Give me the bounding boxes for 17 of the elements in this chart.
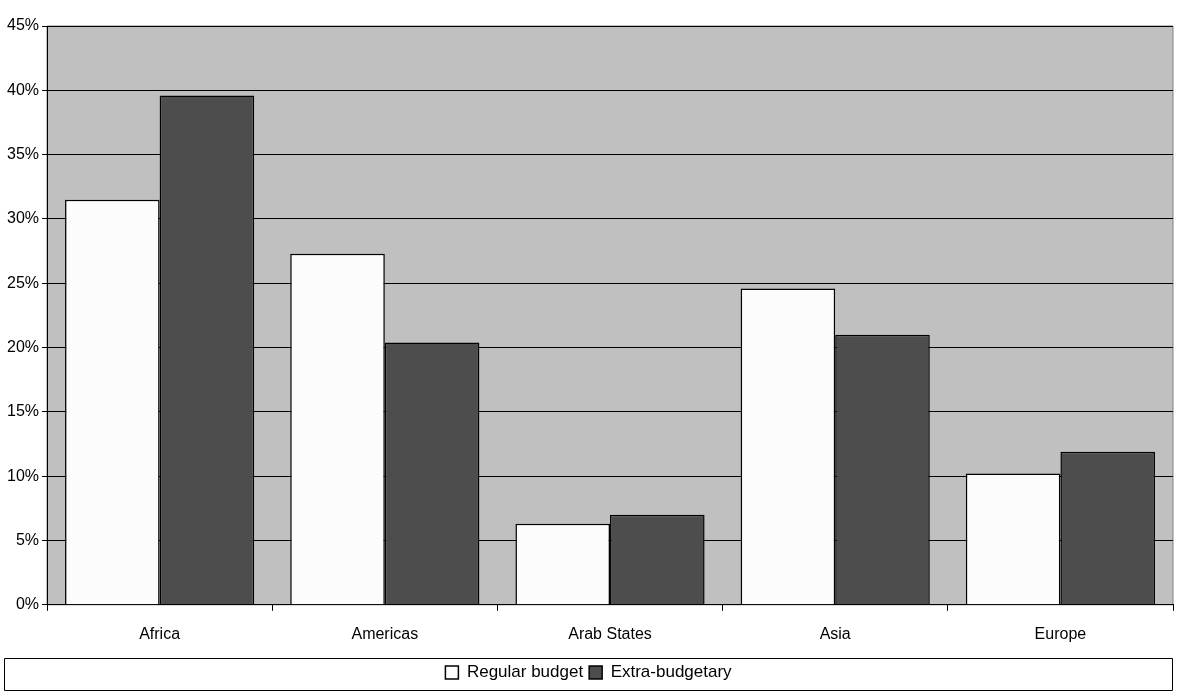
x-tick-label: Americas xyxy=(351,624,419,642)
y-tick-label: 45% xyxy=(6,16,40,34)
y-tick-label: 0% xyxy=(15,595,40,613)
y-tick-label: 20% xyxy=(6,337,40,355)
y-tick-label: 40% xyxy=(6,80,40,98)
y-tick-label: 10% xyxy=(6,466,40,484)
y-tick-label: 15% xyxy=(6,402,40,420)
y-tick-label: 25% xyxy=(6,273,40,291)
x-tick-label: Asia xyxy=(819,624,851,642)
legend-label: Regular budget xyxy=(466,662,584,682)
y-tick-label: 35% xyxy=(6,145,40,163)
y-tick-label: 30% xyxy=(6,209,40,227)
x-tick-label: Europe xyxy=(1034,624,1087,642)
y-tick-label: 5% xyxy=(15,530,40,548)
x-tick-label: Arab States xyxy=(568,624,652,642)
x-tick-label: Africa xyxy=(139,624,181,642)
legend-label: Extra-budgetary xyxy=(610,662,733,682)
